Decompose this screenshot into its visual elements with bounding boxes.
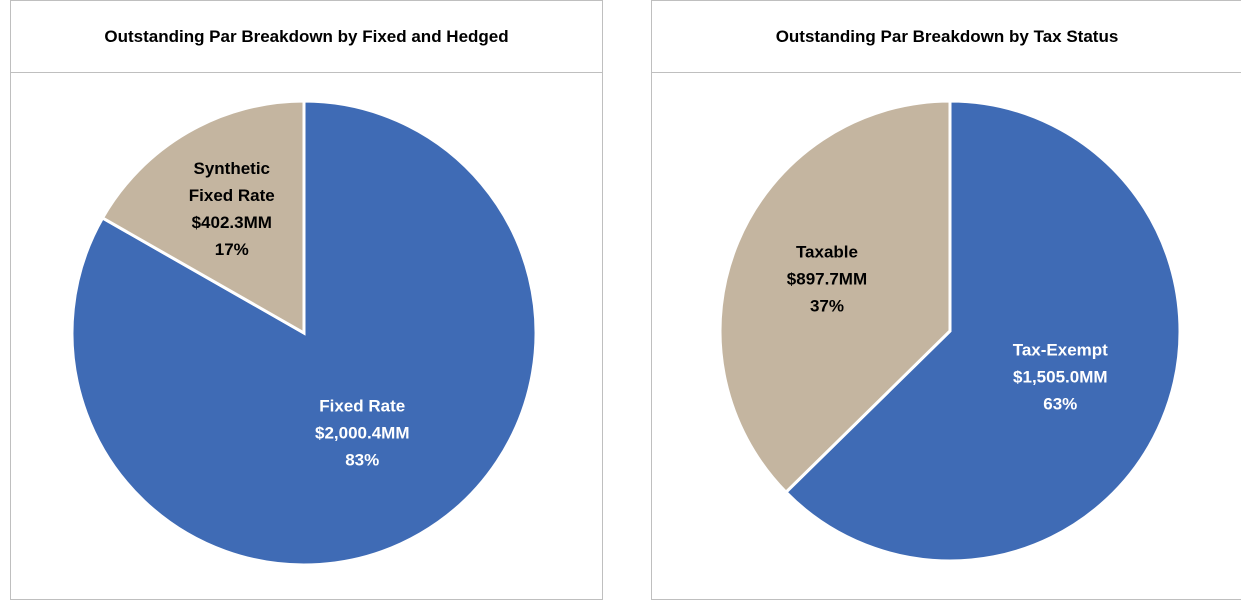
slice-label: Taxable $897.7MM 37% bbox=[762, 239, 892, 320]
value-label: $2,000.4MM bbox=[314, 423, 410, 443]
value-label: $402.3MM bbox=[191, 212, 272, 232]
category-label: Synthetic Fixed Rate bbox=[188, 158, 275, 205]
percent-label: 17% bbox=[214, 239, 249, 259]
pie-slice bbox=[718, 99, 952, 495]
slice-label: Fixed Rate $2,000.4MM 83% bbox=[297, 393, 427, 474]
pie-slice bbox=[100, 99, 306, 336]
percent-label: 63% bbox=[1043, 394, 1078, 414]
category-label: Taxable bbox=[795, 242, 858, 262]
category-label: Fixed Rate bbox=[319, 396, 406, 416]
pie-slice bbox=[783, 99, 1182, 563]
chart-title: Outstanding Par Breakdown by Tax Status bbox=[652, 1, 1241, 73]
slice-label: Synthetic Fixed Rate $402.3MM 17% bbox=[167, 155, 297, 263]
chart-title: Outstanding Par Breakdown by Fixed and H… bbox=[11, 1, 602, 73]
value-label: $897.7MM bbox=[786, 269, 868, 289]
category-label: Tax-Exempt bbox=[1012, 340, 1108, 360]
percent-label: 83% bbox=[345, 450, 380, 470]
slice-label: Tax-Exempt $1,505.0MM 63% bbox=[995, 337, 1125, 418]
value-label: $1,505.0MM bbox=[1013, 367, 1108, 387]
percent-label: 37% bbox=[809, 296, 844, 316]
